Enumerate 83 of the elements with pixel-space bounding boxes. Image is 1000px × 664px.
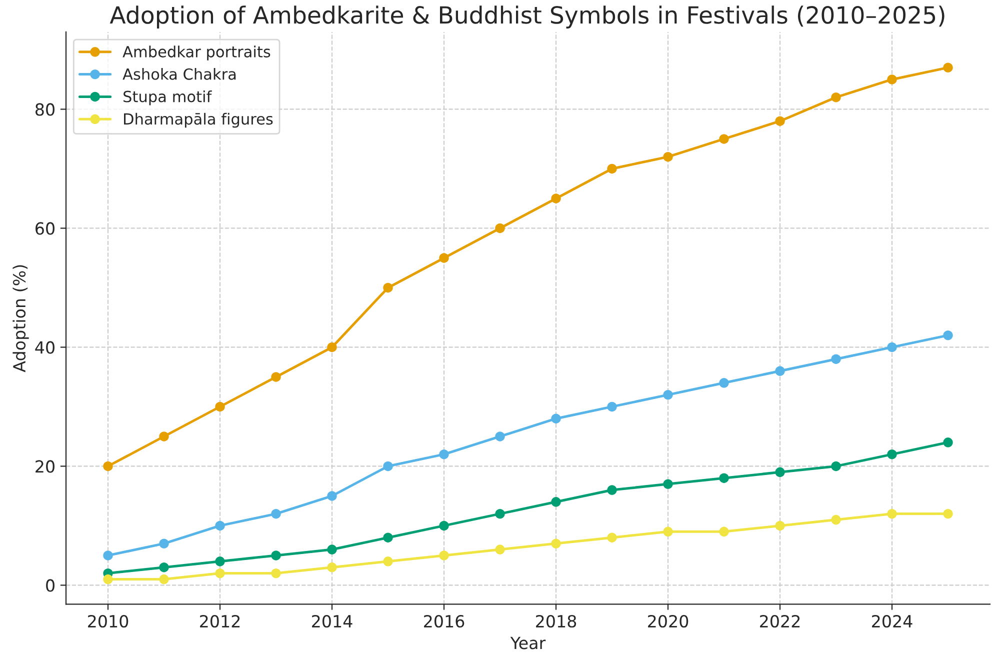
point <box>887 508 897 519</box>
point <box>327 491 337 501</box>
x-tick-label: 2024 <box>872 614 912 628</box>
point <box>495 544 505 554</box>
point <box>383 461 393 472</box>
y-tick-label: 20 <box>36 460 54 473</box>
point <box>439 253 449 263</box>
x-axis-title: Year <box>510 636 546 650</box>
point <box>607 532 617 542</box>
point <box>943 508 953 519</box>
x-tick-label: 2010 <box>88 614 128 628</box>
y-axis-title: Adoption (%) <box>12 265 29 372</box>
point <box>943 62 953 72</box>
point <box>719 378 729 388</box>
point <box>159 562 169 572</box>
point <box>831 514 841 525</box>
point <box>775 116 785 126</box>
point <box>271 508 281 519</box>
point <box>327 562 337 572</box>
point <box>663 390 673 400</box>
point <box>159 538 169 548</box>
point <box>103 550 113 560</box>
point <box>271 550 281 560</box>
point <box>271 372 281 382</box>
point <box>495 432 505 442</box>
point <box>831 461 841 472</box>
point <box>495 508 505 519</box>
point <box>607 402 617 412</box>
point <box>159 432 169 442</box>
x-tick-label: 2022 <box>760 614 800 628</box>
point <box>383 532 393 542</box>
point <box>775 520 785 531</box>
point <box>495 223 505 234</box>
point <box>271 568 281 578</box>
point <box>551 194 561 204</box>
point <box>943 330 953 340</box>
point <box>551 414 561 424</box>
point <box>887 342 897 352</box>
y-tick-label: 40 <box>35 341 54 354</box>
y-tick-label: 80 <box>36 103 54 116</box>
point <box>719 134 729 144</box>
point <box>439 520 449 531</box>
point <box>831 354 841 364</box>
point <box>775 467 785 478</box>
x-tick-label: 2016 <box>424 614 464 628</box>
point <box>383 282 393 293</box>
point <box>215 520 225 531</box>
point <box>327 342 337 352</box>
point <box>775 366 785 376</box>
point <box>551 497 561 507</box>
x-tick-label: 2012 <box>200 614 240 628</box>
point <box>439 449 449 460</box>
legend-label: Dharmapāla figures <box>124 112 273 128</box>
point <box>215 568 225 578</box>
y-tick-label: 60 <box>36 222 54 235</box>
point <box>831 92 841 102</box>
point <box>607 164 617 174</box>
point <box>103 461 113 472</box>
legend-label: Stupa motif <box>124 90 212 106</box>
legend-label: Ashoka Chakra <box>122 68 236 80</box>
point <box>719 526 729 537</box>
point <box>383 556 393 566</box>
point <box>607 485 617 495</box>
x-tick-label: 2020 <box>648 614 688 628</box>
point <box>663 479 673 489</box>
point <box>215 556 225 566</box>
point <box>663 152 673 162</box>
legend-label: Ambedkar portraits <box>122 46 270 60</box>
point <box>943 438 953 448</box>
point <box>439 550 449 560</box>
point <box>215 402 225 412</box>
point <box>719 473 729 483</box>
point <box>887 74 897 84</box>
point <box>887 449 897 460</box>
point <box>327 544 337 554</box>
chart-title: Adoption of Ambedkarite & Buddhist Symbols in Festivals (2010–2025) <box>110 6 944 28</box>
x-tick-label: 2014 <box>312 614 352 628</box>
point <box>103 574 113 584</box>
point <box>159 574 169 584</box>
x-tick-label: 2018 <box>536 614 576 628</box>
point <box>551 538 561 548</box>
y-tick-label: 0 <box>46 579 54 592</box>
point <box>663 526 673 537</box>
